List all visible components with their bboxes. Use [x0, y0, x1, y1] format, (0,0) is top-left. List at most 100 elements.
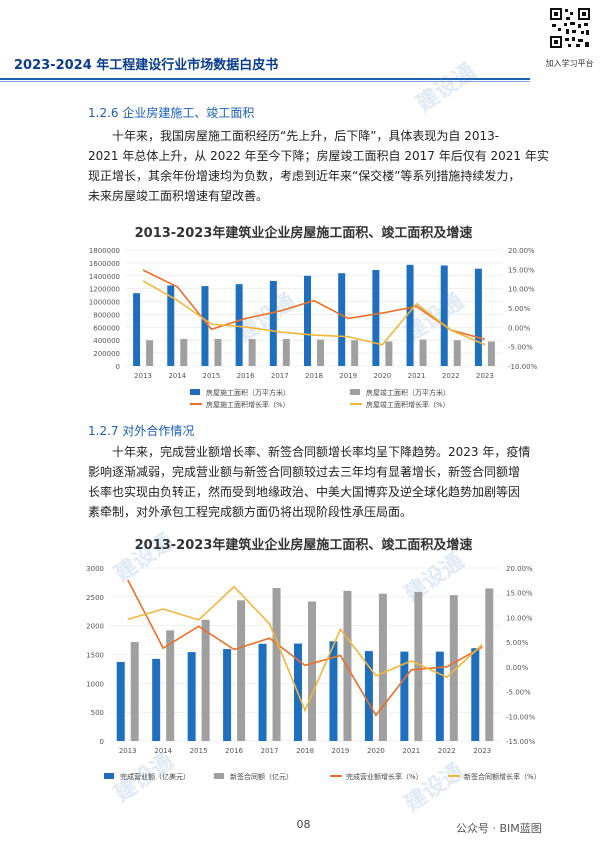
bar-2013: [116, 661, 125, 741]
bar-2019: [351, 340, 359, 366]
y2-tick-label: 5.00%: [506, 639, 529, 647]
bar-2016: [223, 649, 232, 741]
header-divider-thin: [0, 81, 530, 82]
x-tick-label: 2018: [305, 372, 323, 380]
bar-2023: [487, 341, 495, 366]
x-tick-label: 2013: [119, 747, 137, 755]
bar-2014: [166, 630, 175, 741]
bar-2014: [180, 338, 188, 366]
paragraph-line: 现正增长，其余年份增速均为负数，考虑到近年来“保交楼”等系列措施持续发力，: [88, 169, 521, 183]
bar-2016: [237, 600, 246, 741]
y-tick-label: 1400000: [89, 273, 120, 281]
legend-swatch: [350, 389, 360, 395]
paragraph-line: 十年来，完成营业额增长率、新签合同额增长率均呈下降趋势。2023 年，疫情: [112, 445, 531, 459]
header-divider: [0, 78, 530, 80]
bar-2022: [440, 265, 448, 366]
page-number: 08: [296, 818, 311, 831]
bar-2013: [130, 642, 139, 741]
x-tick-label: 2015: [190, 747, 208, 755]
y-tick-label: 400000: [93, 337, 120, 345]
y-tick-label: 0: [116, 363, 120, 371]
y-tick-label: 1200000: [89, 286, 120, 294]
x-tick-label: 2019: [339, 372, 357, 380]
series-line: [127, 579, 483, 717]
bar-2020: [372, 269, 380, 366]
y-tick-label: 200000: [93, 350, 120, 358]
bar-2022: [435, 651, 444, 741]
x-tick-label: 2021: [402, 747, 420, 755]
y-tick-label: 1000000: [89, 299, 120, 307]
legend-swatch: [190, 389, 200, 395]
paragraph-line: 素牵制，对外承包工程完成额方面仍将出现阶段性承压局面。: [88, 505, 413, 519]
bar-2022: [453, 340, 461, 366]
bar-2018: [308, 601, 316, 741]
bar-2019: [329, 641, 338, 741]
x-tick-label: 2020: [373, 372, 391, 380]
legend-label: 房屋竣工面积（万平方米）: [366, 388, 450, 397]
chart1-building-area: 0 200000 400000 600000 800000 1000000 1200000 1…: [89, 247, 538, 409]
x-tick-label: 2016: [225, 747, 243, 755]
bar-2015: [201, 286, 209, 366]
bar-2018: [304, 275, 311, 366]
legend-label: 新签合同额增长率（%）: [464, 772, 541, 781]
legend-label: 完成营业额增长率（%）: [346, 772, 423, 781]
x-tick-label: 2014: [168, 372, 186, 380]
series-line: [127, 585, 483, 713]
y-tick-label: 3000: [86, 565, 104, 573]
section1-paragraph: 十年来，我国房屋施工面积经历“先上升，后下降”，具体表现为自 2013- 202…: [88, 126, 558, 206]
x-tick-label: 2016: [237, 372, 255, 380]
paragraph-line: 2021 年总体上升，从 2022 年至今下降；房屋竣工面积自 2017 年后仅…: [88, 149, 549, 163]
bar-2016: [248, 338, 256, 366]
y2-tick-label: -5.00%: [508, 344, 533, 352]
x-tick-label: 2021: [408, 372, 426, 380]
page-header-title: 2023-2024 年工程建设行业市场数据白皮书: [14, 58, 279, 73]
y-tick-label: 0: [100, 738, 104, 746]
x-tick-label: 2013: [134, 372, 152, 380]
chart2-title: 2013-2023年建筑业企业房屋施工面积、竣工面积及增速: [134, 538, 473, 553]
series-line: [142, 280, 486, 346]
y2-tick-label: -15.00%: [506, 738, 536, 746]
bar-2017: [272, 588, 281, 741]
account-watermark: 公众号 · BIM蓝图: [456, 822, 542, 835]
y-tick-label: 800000: [93, 311, 120, 319]
bar-2015: [201, 619, 210, 741]
paragraph-line: 影响逐渐减弱，完成营业额与新签合同额较过去三年均有显著增长，新签合同额增: [88, 465, 521, 479]
watermark: 建设通: [412, 58, 481, 118]
x-tick-label: 2022: [442, 372, 460, 380]
y2-tick-label: 5.00%: [508, 305, 531, 313]
bar-2015: [187, 652, 196, 741]
bar-2013: [146, 340, 154, 366]
y2-tick-label: 15.00%: [506, 590, 533, 598]
y-tick-label: 2500: [86, 594, 104, 602]
x-tick-label: 2022: [438, 747, 456, 755]
legend-label: 房屋施工面积（万平方米）: [206, 388, 290, 397]
x-tick-label: 2023: [476, 372, 494, 380]
y2-tick-label: 10.00%: [506, 614, 533, 622]
legend-label: 完成营业额（亿美元）: [120, 772, 190, 781]
bar-2013: [133, 293, 141, 366]
bar-2020: [385, 341, 393, 366]
legend-swatch: [104, 773, 114, 779]
y-tick-label: 1000: [86, 680, 104, 688]
y2-tick-label: 10.00%: [508, 286, 535, 294]
y-tick-label: 2000: [86, 623, 104, 631]
bar-2021: [419, 339, 427, 366]
bar-2017: [282, 338, 290, 366]
y2-tick-label: -10.00%: [506, 713, 536, 721]
legend-label: 房屋竣工面积增长率（%）: [366, 400, 450, 409]
y-tick-label: 1600000: [89, 260, 120, 268]
y2-tick-label: 20.00%: [506, 565, 533, 573]
qr-code-icon[interactable]: [548, 6, 592, 50]
x-tick-label: 2019: [332, 747, 350, 755]
bar-2023: [471, 648, 480, 741]
bar-2020: [378, 593, 387, 741]
bar-2017: [269, 280, 277, 366]
y-tick-label: 500: [91, 709, 104, 717]
bar-2020: [364, 651, 373, 741]
bar-2014: [167, 285, 175, 366]
bar-2014: [152, 658, 161, 741]
y2-tick-label: 0.00%: [508, 324, 531, 332]
bar-2022: [449, 595, 458, 741]
bar-2019: [338, 273, 346, 366]
qr-caption: 加入学习平台: [545, 59, 594, 68]
